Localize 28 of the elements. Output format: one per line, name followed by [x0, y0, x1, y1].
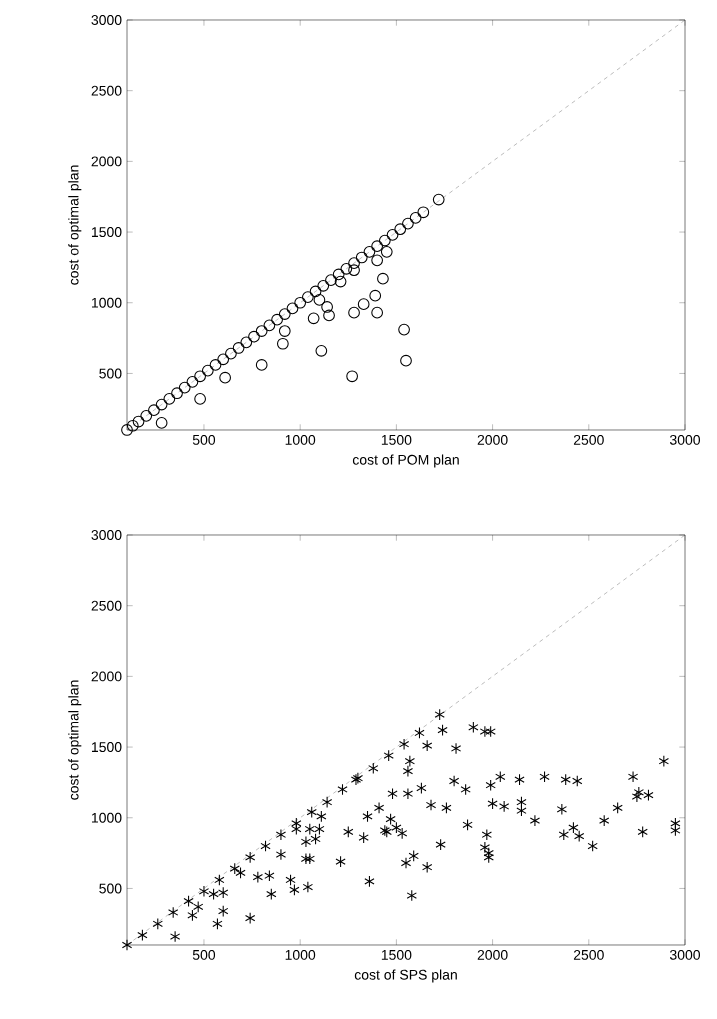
x-tick-label: 500 [192, 949, 216, 960]
x-axis-title: cost of POM plan [352, 454, 459, 468]
y-tick-label: 1000 [91, 297, 122, 308]
y-tick-label: 500 [99, 883, 122, 894]
y-tick-label: 2000 [91, 671, 122, 682]
y-tick-label: 1000 [91, 812, 122, 823]
y-tick-label: 2000 [91, 156, 122, 167]
y-tick-label: 1500 [91, 742, 122, 753]
x-tick-label: 1500 [381, 434, 412, 445]
x-tick-label: 2500 [573, 949, 604, 960]
y-tick-label: 500 [99, 368, 122, 379]
y-tick-label: 2500 [91, 85, 122, 96]
x-tick-label: 1000 [285, 434, 316, 445]
y-axis-title: cost of optimal plan [68, 680, 82, 800]
x-tick-label: 3000 [669, 949, 701, 960]
x-tick-label: 2500 [573, 434, 604, 445]
x-tick-label: 3000 [669, 434, 701, 445]
y-tick-label: 1500 [91, 227, 122, 238]
y-tick-label: 2500 [91, 600, 122, 611]
x-axis-title: cost of SPS plan [354, 969, 457, 983]
x-tick-label: 1000 [285, 949, 316, 960]
x-tick-label: 2000 [477, 949, 508, 960]
y-axis-title: cost of optimal plan [68, 165, 82, 285]
y-tick-label: 3000 [91, 15, 122, 25]
x-tick-label: 1500 [381, 949, 412, 960]
x-tick-label: 2000 [477, 434, 508, 445]
x-tick-label: 500 [192, 434, 216, 445]
y-tick-label: 3000 [91, 530, 122, 540]
